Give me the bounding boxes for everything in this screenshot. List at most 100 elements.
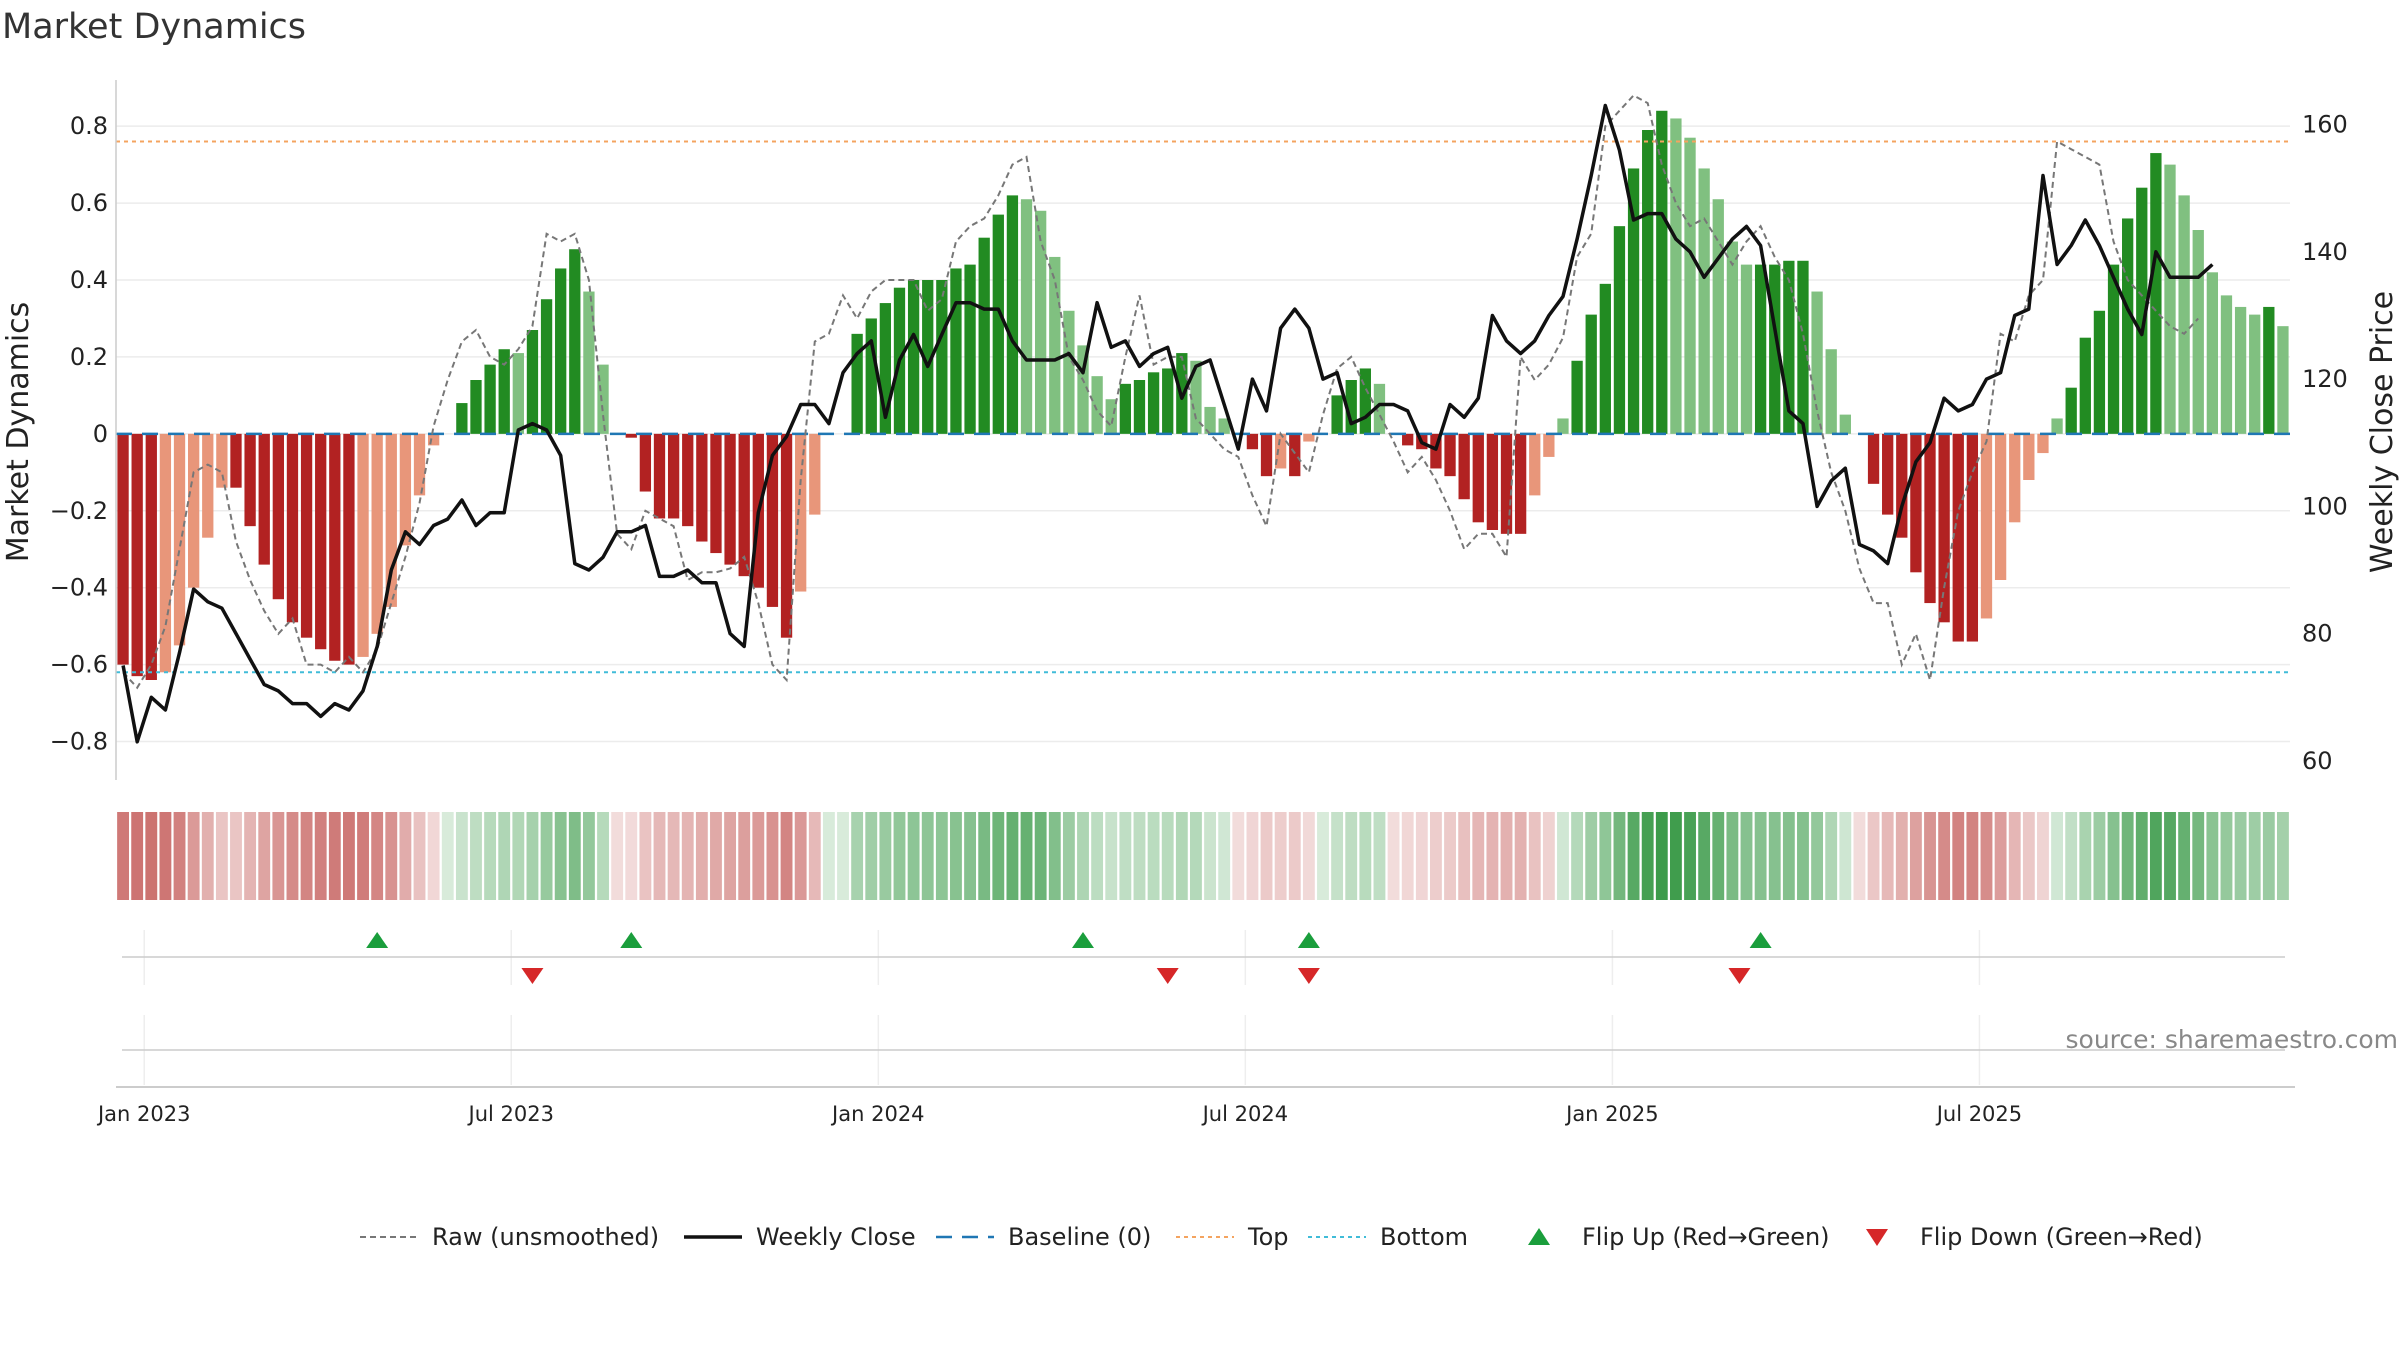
momentum-bar: [1260, 433, 1273, 477]
legend-label: Bottom: [1380, 1223, 1468, 1251]
momentum-bar: [2079, 337, 2091, 434]
momentum-bar: [117, 433, 129, 665]
regime-cell: [1415, 812, 1428, 900]
momentum-bar: [809, 433, 821, 515]
flip-up-marker: [1297, 932, 1320, 948]
momentum-bar: [625, 433, 637, 438]
momentum-bar: [2107, 264, 2120, 434]
flip-down-marker: [1297, 968, 1320, 984]
momentum-bar: [2150, 153, 2162, 434]
momentum-bar: [1077, 345, 1089, 434]
regime-cell: [2277, 812, 2289, 900]
raw-series-line: [122, 94, 2199, 690]
momentum-bar: [696, 433, 708, 542]
momentum-bar: [1274, 433, 1287, 469]
regime-cell: [837, 812, 849, 900]
regime-cell: [2220, 812, 2233, 900]
momentum-bar: [1952, 433, 1964, 642]
regime-cell: [1599, 812, 1612, 900]
momentum-bar: [2009, 433, 2021, 523]
regime-cell: [455, 812, 468, 900]
regime-cell: [2135, 812, 2148, 900]
momentum-bar: [780, 433, 793, 638]
regime-cell: [568, 812, 581, 900]
regime-cell: [1091, 812, 1104, 900]
momentum-bar: [851, 333, 863, 434]
regime-cell: [1895, 812, 1908, 900]
right-axis-ticks: 60 80 100 120 140 160: [2302, 111, 2348, 775]
regime-cell: [1740, 812, 1753, 900]
momentum-bar: [1091, 376, 1103, 434]
legend-swatch-flip-up: [1528, 1228, 1550, 1245]
flip-down-marker: [521, 968, 544, 984]
regime-cell: [1924, 812, 1936, 900]
regime-cell: [385, 812, 398, 900]
regime-cell: [1260, 812, 1273, 900]
regime-cell: [681, 812, 694, 900]
regime-cell: [625, 812, 638, 900]
regime-cell: [1190, 812, 1202, 900]
momentum-bar: [230, 433, 242, 488]
momentum-bar: [159, 433, 172, 673]
regime-cell: [1938, 812, 1951, 900]
legend-item: Top: [1176, 1223, 1289, 1251]
momentum-bar: [1430, 433, 1442, 469]
momentum-bar: [2136, 187, 2148, 434]
x-tick-label: Jul 2024: [1201, 1102, 1288, 1126]
regime-cell: [2121, 812, 2134, 900]
regime-cell: [780, 812, 793, 900]
legend: Raw (unsmoothed) Weekly Close Baseline (0)…: [360, 1223, 2203, 1251]
regime-cell: [498, 812, 511, 900]
regime-cell: [2008, 812, 2021, 900]
regime-cell: [992, 812, 1005, 900]
legend-item: Raw (unsmoothed): [360, 1223, 659, 1251]
momentum-bar: [2051, 418, 2063, 434]
momentum-bar: [540, 299, 553, 434]
flip-up-marker: [620, 932, 643, 948]
legend-item: Flip Down (Green→Red): [1866, 1223, 2203, 1251]
momentum-bar: [2037, 433, 2049, 454]
flip-up-marker: [366, 932, 389, 948]
regime-cell: [1246, 812, 1259, 900]
momentum-bar: [907, 280, 920, 434]
momentum-bar: [1557, 418, 1569, 434]
regime-cell: [921, 812, 934, 900]
momentum-bar: [2093, 310, 2106, 434]
regime-cell: [1429, 812, 1442, 900]
x-tick-label: Jan 2024: [830, 1102, 925, 1126]
regime-cell: [794, 812, 807, 900]
momentum-bar: [1896, 433, 1908, 538]
momentum-bar: [950, 268, 962, 434]
regime-cell: [1006, 812, 1019, 900]
regime-cell: [230, 812, 242, 900]
y2-tick-label: 100: [2302, 492, 2348, 520]
regime-cell: [1077, 812, 1089, 900]
regime-cell: [554, 812, 567, 900]
legend-swatch-flip-down: [1866, 1229, 1888, 1246]
momentum-bar: [1783, 260, 1795, 434]
momentum-bar: [1825, 349, 1837, 434]
regime-cell: [2262, 812, 2275, 900]
regime-cell: [371, 812, 384, 900]
regime-cell: [1458, 812, 1471, 900]
momentum-bar: [795, 433, 807, 592]
momentum-bar: [2192, 230, 2204, 434]
regime-cell: [611, 812, 624, 900]
regime-cell: [540, 812, 553, 900]
momentum-bar: [371, 433, 383, 634]
regime-cell: [950, 812, 962, 900]
momentum-bar: [1924, 433, 1936, 604]
momentum-bar: [329, 433, 341, 661]
regime-cell: [822, 812, 835, 900]
momentum-bar: [865, 318, 877, 434]
reference-lines: [116, 140, 2290, 674]
momentum-bar: [343, 433, 355, 665]
regime-cell: [1218, 812, 1231, 900]
regime-strip: [117, 812, 2289, 900]
regime-cell: [244, 812, 257, 900]
y-tick-label: 0.8: [70, 112, 108, 140]
regime-cell: [738, 812, 751, 900]
regime-cell: [1825, 812, 1838, 900]
flip-panel: [122, 930, 2285, 985]
